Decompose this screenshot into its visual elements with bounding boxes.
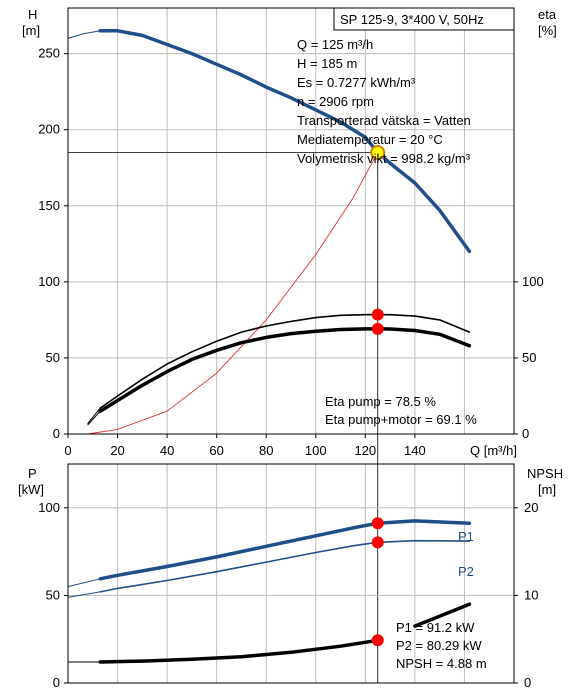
h-axis-label: H (28, 7, 37, 22)
operating-point (371, 536, 384, 549)
info-line: n = 2906 rpm (297, 94, 374, 109)
info-block: Q = 125 m³/h H = 185 m Es = 0.7277 kWh/m… (297, 37, 471, 166)
npsh-curve (98, 638, 380, 664)
h-axis-unit: [m] (22, 23, 40, 38)
operating-point (371, 634, 384, 647)
bottom-grid (68, 464, 514, 683)
eta-axis-label: eta (538, 7, 557, 22)
bottom-ticks: 0 50 100 0 10 20 (38, 500, 538, 690)
operating-point (371, 517, 384, 530)
head-curve (98, 29, 472, 254)
q-tick-label: 100 (305, 443, 327, 458)
eta-axis-unit: [%] (538, 23, 557, 38)
p1-curve-extension (67, 578, 101, 588)
npsh-value-label: NPSH = 4.88 m (396, 656, 487, 671)
top-ticks: 0 50 100 150 200 250 0 50 100 0 20 40 60 80 100 120 140 (38, 46, 543, 458)
eta-pump-curve (99, 313, 471, 409)
q-tick-label: 80 (259, 443, 273, 458)
npsh-axis-unit: [m] (538, 482, 556, 497)
q-tick-label: 40 (160, 443, 174, 458)
eta-total-curve-extension (87, 410, 101, 426)
eta-total-curve (98, 327, 472, 413)
q-tick-label: 60 (209, 443, 223, 458)
system-curve (87, 152, 379, 435)
head-curve-extension (67, 30, 101, 39)
eta-tick-label: 0 (522, 426, 529, 441)
power-label-block: P1 = 91.2 kW P2 = 80.29 kW NPSH = 4.88 m (396, 620, 487, 671)
bottom-plot-frame (67, 463, 515, 684)
npsh-tick-label: 20 (524, 500, 538, 515)
q-tick-label: 0 (64, 443, 71, 458)
info-line: Transporterad vätska = Vatten (297, 113, 471, 128)
q-tick-label: 140 (404, 443, 426, 458)
info-line: Volymetrisk vikt = 998.2 kg/m³ (297, 151, 471, 166)
h-tick-label: 50 (46, 350, 60, 365)
npsh-axis-label: NPSH (527, 466, 563, 481)
chart-title: SP 125-9, 3*400 V, 50Hz (340, 12, 484, 27)
duty-point (370, 145, 386, 161)
p2-value-label: P2 = 80.29 kW (396, 638, 482, 653)
p-tick-label: 100 (38, 500, 60, 515)
eta-total-label: Eta pump+motor = 69.1 % (325, 412, 477, 427)
p1-series-label: P1 (458, 529, 474, 544)
eta-point (371, 308, 384, 321)
npsh-tick-label: 0 (524, 675, 531, 690)
top-grid (68, 8, 514, 434)
npsh-curve-tail (413, 602, 472, 628)
p2-curve (99, 539, 471, 593)
p1-curve (98, 519, 472, 581)
p-tick-label: 0 (53, 675, 60, 690)
x-axis-label: Q [m³/h] (470, 443, 517, 458)
eta-pump-label: Eta pump = 78.5 % (325, 394, 436, 409)
h-tick-label: 0 (53, 426, 60, 441)
q-tick-label: 120 (354, 443, 376, 458)
info-line: Es = 0.7277 kWh/m³ (297, 75, 416, 90)
info-line: Q = 125 m³/h (297, 37, 373, 52)
p-axis-unit: [kW] (18, 482, 44, 497)
eta-tick-label: 100 (522, 274, 544, 289)
info-line: H = 185 m (297, 56, 357, 71)
npsh-tick-label: 10 (524, 587, 538, 602)
top-plot-frame (67, 7, 515, 435)
eta-point (371, 322, 384, 335)
q-tick-label: 20 (110, 443, 124, 458)
eta-label-block: Eta pump = 78.5 % Eta pump+motor = 69.1 … (325, 394, 477, 427)
p-tick-label: 50 (46, 587, 60, 602)
info-line: Mediatemperatur = 20 °C (297, 132, 443, 147)
p-axis-label: P (28, 466, 37, 481)
top-curves (67, 29, 472, 683)
h-tick-label: 100 (38, 274, 60, 289)
eta-tick-label: 50 (522, 350, 536, 365)
p2-series-label: P2 (458, 564, 474, 579)
p2-curve-extension (67, 591, 101, 598)
h-tick-label: 250 (38, 46, 60, 61)
title-box (333, 7, 515, 31)
eta-pump-curve-extension (87, 407, 101, 424)
bottom-curves (67, 517, 472, 664)
h-tick-label: 200 (38, 122, 60, 137)
p1-value-label: P1 = 91.2 kW (396, 620, 475, 635)
h-tick-label: 150 (38, 198, 60, 213)
